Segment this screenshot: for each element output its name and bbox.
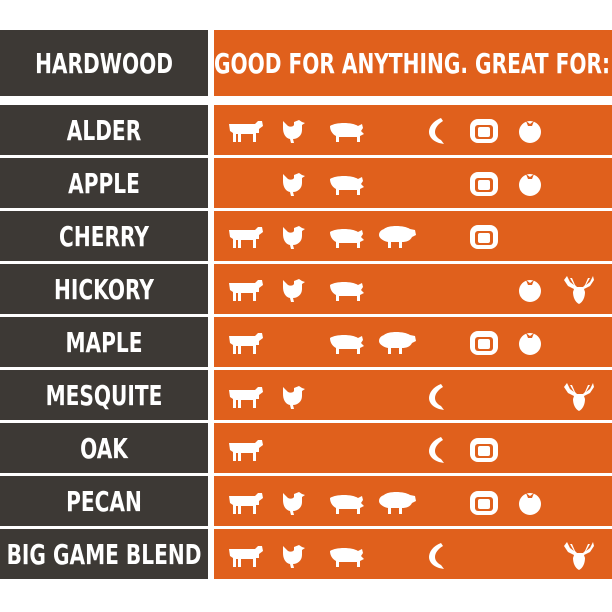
vegetable-icon <box>519 121 541 143</box>
name-group: HICKORY <box>54 272 154 305</box>
header-title: HARDWOOD <box>35 46 173 79</box>
name-group: MESQUITE <box>46 378 163 411</box>
name-cell <box>0 264 208 314</box>
vegetable-icon <box>519 493 541 515</box>
vegetable-icon <box>519 333 541 355</box>
bread-icon <box>470 119 498 143</box>
name-group: ALDER <box>67 113 142 146</box>
name-group: BIG GAME BLEND <box>7 537 202 570</box>
name-group: MAPLE <box>66 325 143 358</box>
name-cell <box>0 476 208 526</box>
pairing-cell <box>214 370 612 420</box>
name-cell <box>0 105 208 155</box>
name-cell <box>0 158 208 208</box>
wood-name: BIG GAME BLEND <box>7 537 202 570</box>
name-cell <box>0 529 208 579</box>
name-group: OAK <box>80 431 129 464</box>
vegetable-icon <box>519 280 541 302</box>
wood-name: OAK <box>80 431 129 464</box>
name-cell <box>0 211 208 261</box>
wood-name: APPLE <box>68 166 140 199</box>
name-cell <box>0 423 208 473</box>
wood-name: HICKORY <box>54 272 154 305</box>
wood-name: CHERRY <box>59 219 149 252</box>
header-subtitle: GOOD FOR ANYTHING. GREAT FOR: <box>214 46 610 79</box>
rows: ALDER APPLE CHERRY HICKORY MAPLE MESQUITE OAK P… <box>0 105 612 579</box>
header-cell <box>0 30 208 96</box>
bread-icon <box>470 438 498 462</box>
wood-name: ALDER <box>67 113 142 146</box>
vegetable-icon <box>519 174 541 196</box>
bread-icon <box>470 331 498 355</box>
name-group: APPLE <box>68 166 140 199</box>
pairing-cell <box>214 105 612 155</box>
bread-icon <box>470 491 498 515</box>
name-group: CHERRY <box>59 219 149 252</box>
pairing-cell <box>214 529 612 579</box>
pairing-cell <box>214 264 612 314</box>
pairing-cell <box>214 423 612 473</box>
name-cell <box>0 370 208 420</box>
wood-name: MESQUITE <box>46 378 163 411</box>
pairing-cell <box>214 158 612 208</box>
bread-icon <box>470 172 498 196</box>
bread-icon <box>470 225 498 249</box>
wood-name: PECAN <box>66 484 142 517</box>
name-group: PECAN <box>66 484 142 517</box>
wood-name: MAPLE <box>66 325 143 358</box>
name-cell <box>0 317 208 367</box>
header-cell <box>214 30 612 96</box>
